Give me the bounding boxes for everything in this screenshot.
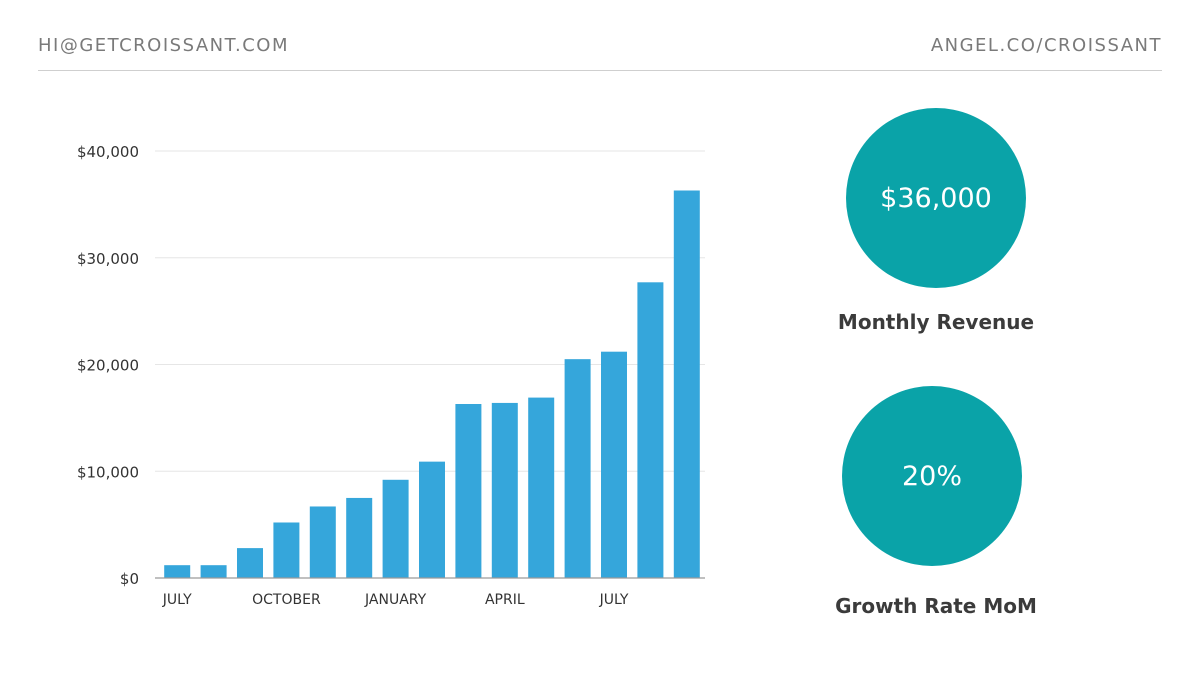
bar <box>455 403 482 578</box>
contact-email[interactable]: HI@GETCROISSANT.COM <box>38 35 289 56</box>
revenue-bar-chart: $0 $10,000 $20,000 $30,000 $40,000 JULY OCTOBE… <box>77 143 705 608</box>
x-tick-label: JANUARY <box>364 592 427 608</box>
bar <box>419 461 445 578</box>
x-tick-label: JULY <box>599 592 629 608</box>
bar <box>200 565 227 578</box>
bar <box>601 351 627 578</box>
bar <box>309 506 336 578</box>
y-tick-label: $20,000 <box>77 357 139 375</box>
bar <box>637 282 664 578</box>
bar <box>528 397 555 578</box>
bar <box>164 565 191 578</box>
y-tick-label: $10,000 <box>77 463 139 481</box>
bar <box>382 479 409 578</box>
monthly-revenue-value: $36,000 <box>880 182 992 214</box>
y-tick-label: $0 <box>120 570 139 588</box>
x-tick-label: APRIL <box>485 592 525 608</box>
bar <box>673 190 700 578</box>
y-tick-label: $30,000 <box>77 250 139 268</box>
monthly-revenue-label: Monthly Revenue <box>837 310 1035 334</box>
bar <box>237 548 263 578</box>
growth-rate-label: Growth Rate MoM <box>835 594 1037 618</box>
header: HI@GETCROISSANT.COM ANGEL.CO/CROISSANT <box>38 0 1162 71</box>
growth-rate-bubble: 20% <box>842 386 1022 566</box>
bar <box>273 522 300 578</box>
y-tick-label: $40,000 <box>77 143 139 161</box>
bar <box>491 402 518 578</box>
bar <box>564 359 591 578</box>
bar <box>346 497 373 578</box>
x-tick-label: OCTOBER <box>252 592 321 608</box>
x-tick-label: JULY <box>162 592 192 608</box>
angel-link[interactable]: ANGEL.CO/CROISSANT <box>930 35 1162 56</box>
growth-rate-value: 20% <box>901 460 962 492</box>
monthly-revenue-bubble: $36,000 <box>846 108 1026 288</box>
